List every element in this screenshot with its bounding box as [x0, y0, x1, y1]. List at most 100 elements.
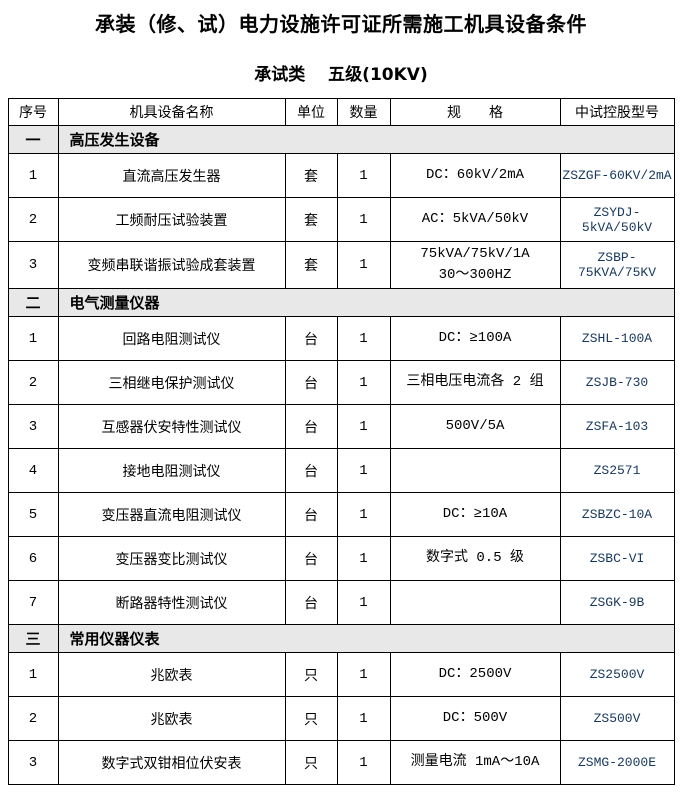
- cell-unit: 台: [284, 360, 338, 405]
- section-index: 一: [7, 125, 59, 154]
- cell-unit: 套: [284, 153, 338, 198]
- header-cell-model: 中试控股型号: [559, 98, 675, 126]
- header-cell-serial: 序号: [7, 98, 59, 126]
- cell-model: ZSMG-2000E: [559, 740, 675, 785]
- cell-equipment-name: 断路器特性测试仪: [57, 580, 286, 625]
- cell-serial: 3: [7, 404, 59, 449]
- cell-quantity: 1: [336, 580, 391, 625]
- cell-quantity: 1: [336, 652, 391, 697]
- section-index: 三: [7, 624, 59, 653]
- cell-model: ZS500V: [559, 696, 675, 741]
- cell-serial: 5: [7, 492, 59, 537]
- cell-spec: 三相电压电流各 2 组: [389, 360, 561, 405]
- cell-equipment-name: 变压器直流电阻测试仪: [57, 492, 286, 537]
- table-row: 4 接地电阻测试仪 台 1 ZS2571: [7, 448, 675, 493]
- cell-quantity: 1: [336, 740, 391, 785]
- cell-quantity: 1: [336, 448, 391, 493]
- cell-quantity: 1: [336, 492, 391, 537]
- section-index: 二: [7, 288, 59, 317]
- cell-model: ZSBZC-10A: [559, 492, 675, 537]
- table-row: 5 变压器直流电阻测试仪 台 1 DC：≥10A ZSBZC-10A: [7, 492, 675, 537]
- cell-quantity: 1: [336, 153, 391, 198]
- cell-model: ZSFA-103: [559, 404, 675, 449]
- table-row: 2 兆欧表 只 1 DC：500V ZS500V: [7, 696, 675, 741]
- header-cell-spec: 规 格: [389, 98, 561, 126]
- cell-serial: 2: [7, 197, 59, 242]
- cell-quantity: 1: [336, 404, 391, 449]
- cell-quantity: 1: [336, 316, 391, 361]
- cell-equipment-name: 数字式双钳相位伏安表: [57, 740, 286, 785]
- section-name: 电气测量仪器: [57, 288, 675, 317]
- cell-quantity: 1: [336, 241, 391, 289]
- table-row: 1 回路电阻测试仪 台 1 DC：≥100A ZSHL-100A: [7, 316, 675, 361]
- cell-quantity: 1: [336, 696, 391, 741]
- cell-unit: 只: [284, 652, 338, 697]
- cell-spec: 75kVA/75kV/1A 30～300HZ: [389, 241, 561, 289]
- cell-equipment-name: 三相继电保护测试仪: [57, 360, 286, 405]
- cell-spec: 测量电流 1mA～10A: [389, 740, 561, 785]
- cell-spec: DC：≥100A: [389, 316, 561, 361]
- cell-equipment-name: 兆欧表: [57, 652, 286, 697]
- cell-equipment-name: 工频耐压试验装置: [57, 197, 286, 242]
- section-row: 二 电气测量仪器: [7, 288, 675, 317]
- table-row: 1 直流高压发生器 套 1 DC：60kV/2mA ZSZGF-60KV/2mA: [7, 153, 675, 198]
- cell-serial: 2: [7, 360, 59, 405]
- equipment-table: 序号 机具设备名称 单位 数量 规 格 中试控股型号 一 高压发生设备 1 直流…: [7, 98, 675, 785]
- cell-equipment-name: 直流高压发生器: [57, 153, 286, 198]
- cell-unit: 台: [284, 404, 338, 449]
- cell-model: ZSBP-75KVA/75KV: [559, 241, 675, 289]
- cell-spec: DC：2500V: [389, 652, 561, 697]
- cell-unit: 台: [284, 448, 338, 493]
- cell-spec: AC：5kVA/50kV: [389, 197, 561, 242]
- header-cell-equipment-name: 机具设备名称: [57, 98, 286, 126]
- section-name: 高压发生设备: [57, 125, 675, 154]
- cell-spec: 500V/5A: [389, 404, 561, 449]
- cell-equipment-name: 变压器变比测试仪: [57, 536, 286, 581]
- cell-quantity: 1: [336, 536, 391, 581]
- document-page: 承装（修、试）电力设施许可证所需施工机具设备条件 承试类 五级(10KV) 序号…: [0, 8, 682, 785]
- cell-quantity: 1: [336, 360, 391, 405]
- cell-model: ZSBC-VI: [559, 536, 675, 581]
- cell-model: ZSJB-730: [559, 360, 675, 405]
- cell-serial: 3: [7, 241, 59, 289]
- page-subtitle: 承试类 五级(10KV): [254, 65, 428, 85]
- cell-spec: 数字式 0.5 级: [389, 536, 561, 581]
- page-title: 承装（修、试）电力设施许可证所需施工机具设备条件: [95, 12, 587, 36]
- cell-serial: 1: [7, 316, 59, 361]
- cell-quantity: 1: [336, 197, 391, 242]
- table-row: 2 工频耐压试验装置 套 1 AC：5kVA/50kV ZSYDJ-5kVA/5…: [7, 197, 675, 242]
- cell-equipment-name: 兆欧表: [57, 696, 286, 741]
- cell-spec: DC：60kV/2mA: [389, 153, 561, 198]
- cell-model: ZSHL-100A: [559, 316, 675, 361]
- cell-unit: 只: [284, 740, 338, 785]
- cell-model: ZSZGF-60KV/2mA: [559, 153, 675, 198]
- cell-unit: 套: [284, 241, 338, 289]
- header-cell-quantity: 数量: [336, 98, 391, 126]
- cell-serial: 7: [7, 580, 59, 625]
- cell-equipment-name: 接地电阻测试仪: [57, 448, 286, 493]
- cell-equipment-name: 变频串联谐振试验成套装置: [57, 241, 286, 289]
- table-row: 3 互感器伏安特性测试仪 台 1 500V/5A ZSFA-103: [7, 404, 675, 449]
- cell-serial: 4: [7, 448, 59, 493]
- section-name: 常用仪器仪表: [57, 624, 675, 653]
- cell-unit: 台: [284, 316, 338, 361]
- cell-serial: 1: [7, 652, 59, 697]
- cell-spec: DC：≥10A: [389, 492, 561, 537]
- section-row: 三 常用仪器仪表: [7, 624, 675, 653]
- cell-unit: 台: [284, 536, 338, 581]
- cell-unit: 只: [284, 696, 338, 741]
- cell-model: ZS2500V: [559, 652, 675, 697]
- cell-model: ZS2571: [559, 448, 675, 493]
- table-row: 3 数字式双钳相位伏安表 只 1 测量电流 1mA～10A ZSMG-2000E: [7, 740, 675, 785]
- cell-serial: 3: [7, 740, 59, 785]
- table-row: 7 断路器特性测试仪 台 1 ZSGK-9B: [7, 580, 675, 625]
- cell-model: ZSYDJ-5kVA/50kV: [559, 197, 675, 242]
- cell-spec: DC：500V: [389, 696, 561, 741]
- table-header-row: 序号 机具设备名称 单位 数量 规 格 中试控股型号: [7, 98, 675, 126]
- cell-unit: 台: [284, 580, 338, 625]
- cell-serial: 2: [7, 696, 59, 741]
- table-row: 1 兆欧表 只 1 DC：2500V ZS2500V: [7, 652, 675, 697]
- cell-model: ZSGK-9B: [559, 580, 675, 625]
- cell-serial: 6: [7, 536, 59, 581]
- table-row: 2 三相继电保护测试仪 台 1 三相电压电流各 2 组 ZSJB-730: [7, 360, 675, 405]
